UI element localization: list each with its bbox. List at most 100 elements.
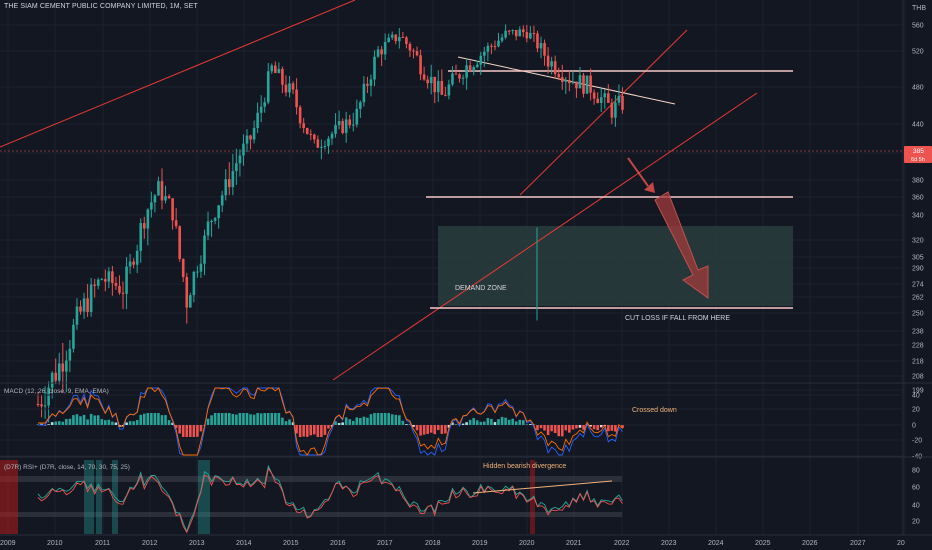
- macd-bar: [65, 418, 68, 425]
- time-tick: 2013: [189, 540, 205, 547]
- current-price: 385: [913, 148, 924, 155]
- candle-body: [128, 261, 132, 267]
- macd-bar: [511, 418, 514, 425]
- candle-body: [390, 34, 394, 38]
- candle-body: [401, 36, 405, 38]
- price-tick: 208: [912, 374, 924, 381]
- macd-tick: 0: [912, 423, 916, 430]
- macd-bar: [366, 417, 369, 425]
- macd-bar: [444, 425, 447, 434]
- macd-bar: [89, 413, 93, 425]
- macd-bar: [475, 420, 479, 425]
- candle-body: [412, 50, 415, 52]
- candle-body: [309, 133, 313, 135]
- candle-body: [366, 83, 369, 86]
- macd-bar: [298, 425, 302, 437]
- rsi-label: (D7R) RSI+ (D7R, close, 14, 70, 30, 75, …: [4, 464, 130, 471]
- candle-body: [227, 179, 231, 188]
- upper-channel-line: [0, 0, 356, 148]
- macd-bar: [468, 419, 472, 425]
- candle-body: [511, 29, 514, 31]
- candle-body: [79, 306, 82, 312]
- candle-body: [458, 74, 461, 79]
- candle-body: [238, 155, 242, 164]
- macd-bar: [380, 413, 383, 425]
- macd-bar: [252, 414, 256, 425]
- candle-body: [36, 404, 40, 405]
- candle-body: [536, 33, 539, 49]
- candle-body: [529, 32, 532, 39]
- candle-body: [196, 271, 199, 273]
- rsi-tick: 80: [912, 468, 920, 475]
- rising-channel-line: [519, 29, 688, 196]
- macd-bar: [529, 424, 532, 425]
- macd-bar: [479, 421, 483, 425]
- rsi-pane: 80 60 40 20: [0, 460, 920, 534]
- macd-bar: [614, 425, 617, 432]
- macd-bar: [621, 425, 624, 429]
- rsi-oversold-band: [0, 512, 622, 517]
- macd-bar: [575, 425, 578, 429]
- macd-bar: [111, 421, 114, 425]
- macd-bar: [461, 423, 465, 425]
- price-tick: 380: [912, 178, 924, 185]
- candles: [36, 24, 624, 423]
- macd-bar: [291, 422, 295, 425]
- candle-body: [305, 127, 309, 134]
- macd-bar: [323, 425, 327, 435]
- candle-body: [525, 32, 529, 39]
- macd-bar: [387, 413, 390, 425]
- macd-bar: [54, 421, 58, 425]
- macd-bar: [189, 425, 192, 437]
- candle-body: [72, 324, 75, 349]
- candle-body: [160, 181, 164, 201]
- candle-body: [539, 43, 543, 49]
- candle-body: [518, 29, 522, 37]
- macd-bar: [369, 414, 373, 425]
- macd-bar: [288, 419, 291, 425]
- candle-body: [465, 65, 468, 78]
- macd-bar: [440, 425, 444, 434]
- macd-bar: [344, 417, 348, 425]
- candle-body: [288, 83, 291, 93]
- macd-bar: [220, 413, 224, 425]
- candle-body: [447, 84, 451, 96]
- macd-bar: [362, 416, 366, 425]
- trendlines: [0, 0, 903, 381]
- candle-body: [249, 135, 252, 140]
- rsi-highlight: [96, 460, 102, 534]
- price-tick: 228: [912, 343, 924, 350]
- macd-bar: [564, 425, 568, 431]
- macd-bar: [504, 417, 507, 425]
- candle-body: [68, 348, 72, 361]
- macd-bar: [507, 419, 511, 425]
- macd-bar: [224, 413, 228, 425]
- rsi-highlight: [198, 460, 210, 534]
- candle-body: [242, 143, 245, 156]
- macd-bar: [185, 425, 189, 437]
- time-tick: 2011: [95, 540, 110, 547]
- candle-body: [546, 55, 550, 67]
- candle-body: [146, 209, 150, 229]
- macd-bar: [341, 422, 344, 425]
- candle-body: [316, 139, 320, 148]
- macd-bar: [589, 425, 592, 427]
- candle-body: [454, 73, 458, 75]
- price-tick: 440: [912, 122, 924, 129]
- candle-body: [348, 119, 352, 126]
- candle-body: [291, 83, 295, 90]
- candle-body: [514, 29, 518, 37]
- macd-bar: [373, 413, 376, 425]
- macd-bar: [405, 424, 408, 425]
- time-tick: 2010: [47, 540, 63, 547]
- macd-bar: [500, 416, 504, 425]
- candle-body: [50, 372, 54, 388]
- macd-bar: [536, 425, 539, 431]
- macd-bar: [100, 419, 104, 425]
- macd-bar: [210, 415, 213, 425]
- current-price-badge[interactable]: [904, 146, 932, 163]
- macd-bar: [135, 420, 139, 425]
- candle-body: [383, 41, 387, 55]
- macd-bar: [582, 425, 585, 430]
